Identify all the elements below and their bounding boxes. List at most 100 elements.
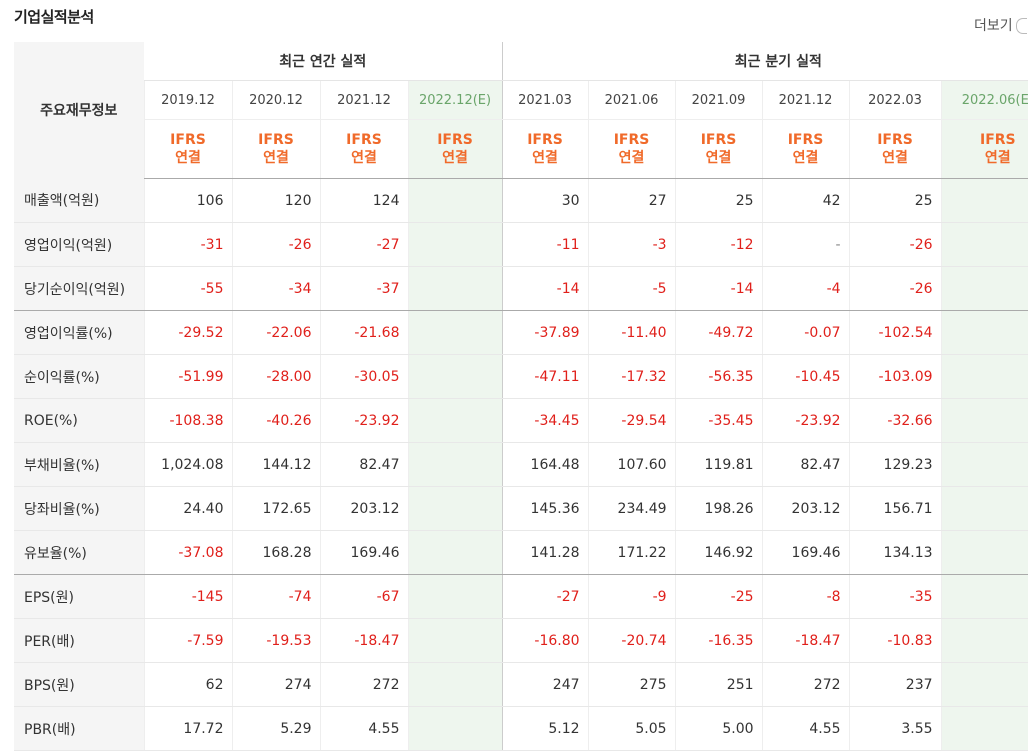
row-label: 매출액(억원) bbox=[14, 178, 144, 223]
table-cell: -27 bbox=[319, 222, 408, 267]
table-cell: -47.11 bbox=[501, 354, 589, 399]
table-cell: -16.80 bbox=[501, 618, 589, 663]
standard-header-row: IFRS 연결 IFRS 연결 IFRS 연결 IFRS 연결 IFRS 연결 IFRS 연결 IFRS… bbox=[14, 119, 1028, 179]
row-label: EPS(원) bbox=[14, 574, 144, 619]
row-label: ROE(%) bbox=[14, 398, 144, 443]
period-header: 2022.03 bbox=[848, 80, 942, 120]
table-cell bbox=[407, 662, 503, 707]
more-link[interactable]: 더보기 bbox=[974, 15, 1027, 35]
table-cell: 5.29 bbox=[231, 706, 320, 751]
table-cell: 17.72 bbox=[143, 706, 232, 751]
more-arrow-icon bbox=[1015, 18, 1027, 34]
table-cell: -51.99 bbox=[143, 354, 232, 399]
table-cell bbox=[940, 574, 1028, 619]
row-label: PBR(배) bbox=[14, 706, 144, 751]
standard-line-2: 연결 bbox=[442, 150, 468, 166]
table-cell: 134.13 bbox=[848, 530, 942, 575]
table-cell: -26 bbox=[848, 222, 942, 267]
standard-line-2: 연결 bbox=[175, 150, 201, 166]
table-cell: -18.47 bbox=[761, 618, 850, 663]
table-cell: -11 bbox=[501, 222, 589, 267]
financial-table: 주요재무정보 최근 연간 실적 최근 분기 실적 2019.12 2020.12 2… bbox=[14, 42, 1028, 751]
table-cell: 62 bbox=[143, 662, 232, 707]
table-cell: -27 bbox=[501, 574, 589, 619]
standard-line-1: IFRS bbox=[613, 132, 650, 148]
table-cell: -108.38 bbox=[143, 398, 232, 443]
table-cell: -55 bbox=[143, 266, 232, 311]
standard-line-2: 연결 bbox=[984, 150, 1011, 166]
section-title: 기업실적분석 bbox=[14, 8, 94, 26]
standard-line-1: IFRS bbox=[437, 132, 473, 148]
table-cell: 129.23 bbox=[848, 442, 942, 487]
row-label: 당좌비율(%) bbox=[14, 486, 144, 531]
table-cell: 275 bbox=[587, 662, 676, 707]
accounting-standard-header: IFRS 연결 bbox=[940, 119, 1028, 179]
table-cell bbox=[940, 486, 1028, 531]
table-row: EPS(원) -145 -74 -67 -27 -9 -25 -8 -35 bbox=[14, 574, 1028, 619]
quarter-group-header: 최근 분기 실적 bbox=[501, 42, 1028, 81]
table-row: 순이익률(%) -51.99 -28.00 -30.05 -47.11 -17.32 -56… bbox=[14, 354, 1028, 399]
more-label: 더보기 bbox=[974, 18, 1013, 34]
table-cell: -37 bbox=[319, 266, 408, 311]
table-cell: 82.47 bbox=[761, 442, 850, 487]
table-cell: -20.74 bbox=[587, 618, 676, 663]
table-cell: -35 bbox=[848, 574, 942, 619]
table-cell bbox=[940, 310, 1028, 355]
table-cell: 1,024.08 bbox=[143, 442, 232, 487]
row-label: 순이익률(%) bbox=[14, 354, 144, 399]
standard-line-1: IFRS bbox=[527, 132, 563, 148]
table-cell: 171.22 bbox=[587, 530, 676, 575]
period-header: 2021.03 bbox=[501, 80, 589, 120]
table-cell: -32.66 bbox=[848, 398, 942, 443]
period-header: 2019.12 bbox=[143, 80, 232, 120]
table-cell: -10.83 bbox=[848, 618, 942, 663]
table-cell: -9 bbox=[587, 574, 676, 619]
accounting-standard-header: IFRS 연결 bbox=[407, 119, 503, 179]
table-cell: -102.54 bbox=[848, 310, 942, 355]
standard-line-1: IFRS bbox=[258, 132, 294, 148]
period-header: 2022.12(E) bbox=[407, 80, 503, 120]
table-cell: 168.28 bbox=[231, 530, 320, 575]
table-cell: 124 bbox=[319, 178, 408, 223]
table-cell: -3 bbox=[587, 222, 676, 267]
table-cell: -35.45 bbox=[674, 398, 763, 443]
table-cell bbox=[940, 222, 1028, 267]
table-cell: -8 bbox=[761, 574, 850, 619]
table-cell: -26 bbox=[848, 266, 942, 311]
table-row: PER(배) -7.59 -19.53 -18.47 -16.80 -20.74 -16.3… bbox=[14, 618, 1028, 663]
period-header: 2021.12 bbox=[319, 80, 408, 120]
table-cell: -29.54 bbox=[587, 398, 676, 443]
table-cell: -14 bbox=[674, 266, 763, 311]
standard-line-2: 연결 bbox=[705, 150, 732, 166]
standard-line-2: 연결 bbox=[263, 150, 289, 166]
table-row: 영업이익(억원) -31 -26 -27 -11 -3 -12- -26 bbox=[14, 222, 1028, 267]
table-cell: -5 bbox=[587, 266, 676, 311]
row-label: 유보율(%) bbox=[14, 530, 144, 575]
standard-line-1: IFRS bbox=[787, 132, 824, 148]
table-cell: -34.45 bbox=[501, 398, 589, 443]
table-cell: 274 bbox=[231, 662, 320, 707]
table-row: PBR(배) 17.72 5.29 4.55 5.12 5.05 5.00 4.55 3.55 bbox=[14, 706, 1028, 751]
table-cell: 141.28 bbox=[501, 530, 589, 575]
table-row: 부채비율(%) 1,024.08 144.12 82.47 164.48 107.60 11… bbox=[14, 442, 1028, 487]
table-cell: 25 bbox=[848, 178, 942, 223]
table-cell: 5.12 bbox=[501, 706, 589, 751]
table-cell: -67 bbox=[319, 574, 408, 619]
table-cell bbox=[407, 398, 503, 443]
table-cell: 4.55 bbox=[319, 706, 408, 751]
table-cell: -30.05 bbox=[319, 354, 408, 399]
table-cell: 247 bbox=[501, 662, 589, 707]
period-header: 2022.06(E) bbox=[940, 80, 1028, 120]
table-cell: -28.00 bbox=[231, 354, 320, 399]
table-cell: -17.32 bbox=[587, 354, 676, 399]
table-row: 유보율(%) -37.08 168.28 169.46 141.28 171.22 146.… bbox=[14, 530, 1028, 575]
table-cell bbox=[407, 574, 503, 619]
annual-group-header: 최근 연간 실적 bbox=[144, 42, 503, 81]
table-cell: -16.35 bbox=[674, 618, 763, 663]
row-label: 영업이익(억원) bbox=[14, 222, 144, 267]
standard-line-2: 연결 bbox=[882, 150, 908, 166]
table-cell bbox=[940, 178, 1028, 223]
table-cell: - bbox=[761, 222, 850, 267]
row-label: 영업이익률(%) bbox=[14, 310, 144, 355]
